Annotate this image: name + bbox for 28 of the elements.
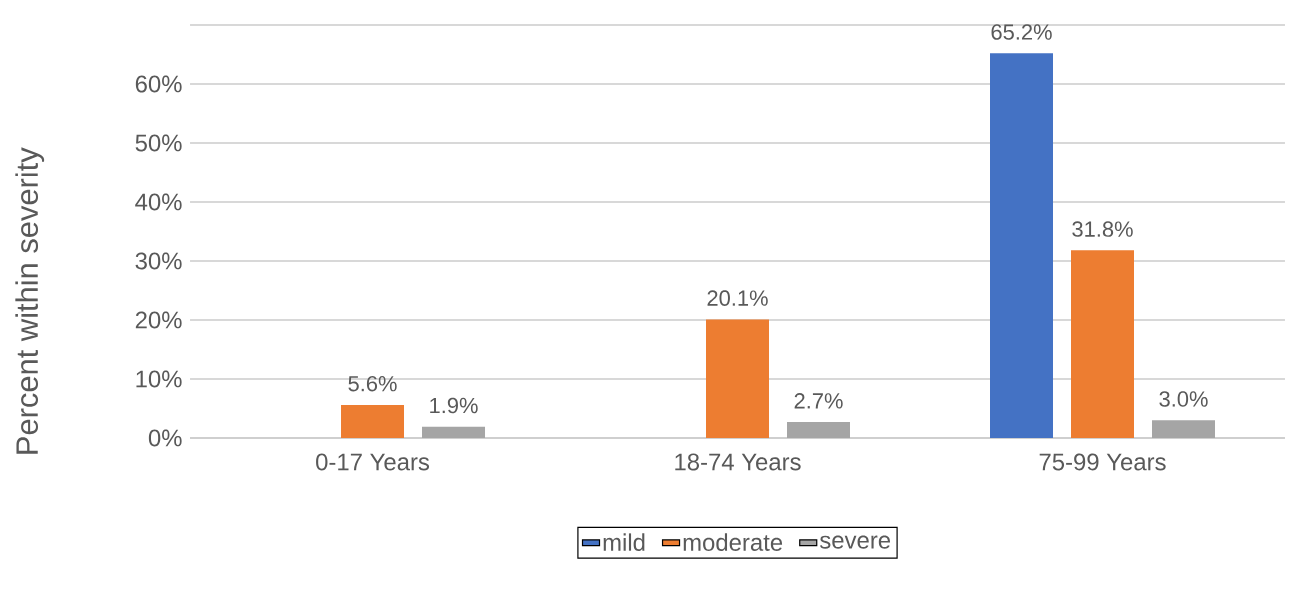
y-axis-title: Percent within severity	[15, 147, 45, 454]
y-tick-label: 20%	[135, 311, 182, 329]
bar	[706, 319, 769, 438]
bar	[1071, 250, 1134, 438]
x-tick-label: 18-74 Years	[675, 453, 801, 471]
data-label: 2.7%	[794, 393, 843, 409]
bar	[1152, 420, 1215, 438]
data-label: 5.6%	[348, 375, 397, 392]
legend-label: moderate	[683, 533, 783, 551]
bar	[990, 53, 1053, 438]
bar	[341, 404, 405, 438]
y-tick-label: 50%	[135, 134, 182, 152]
y-tick-label: 60%	[135, 75, 182, 93]
y-tick-label: 10%	[136, 370, 182, 388]
y-tick-label: 0%	[148, 429, 182, 447]
bar	[787, 422, 850, 438]
data-label: 1.9%	[430, 397, 478, 414]
bar	[422, 426, 486, 438]
x-tick-label: 0-17 Years	[316, 453, 430, 471]
y-tick-label: 40%	[135, 193, 182, 211]
data-label: 20.1%	[707, 290, 768, 306]
legend-label: severe	[820, 535, 891, 549]
x-tick-label: 75-99 Years	[1039, 453, 1166, 471]
data-label: 3.0%	[1159, 391, 1208, 407]
data-label: 31.8%	[1072, 221, 1133, 237]
y-tick-label: 30%	[135, 252, 182, 270]
data-label: 65.2%	[991, 24, 1052, 40]
legend-label: mild	[603, 533, 645, 551]
